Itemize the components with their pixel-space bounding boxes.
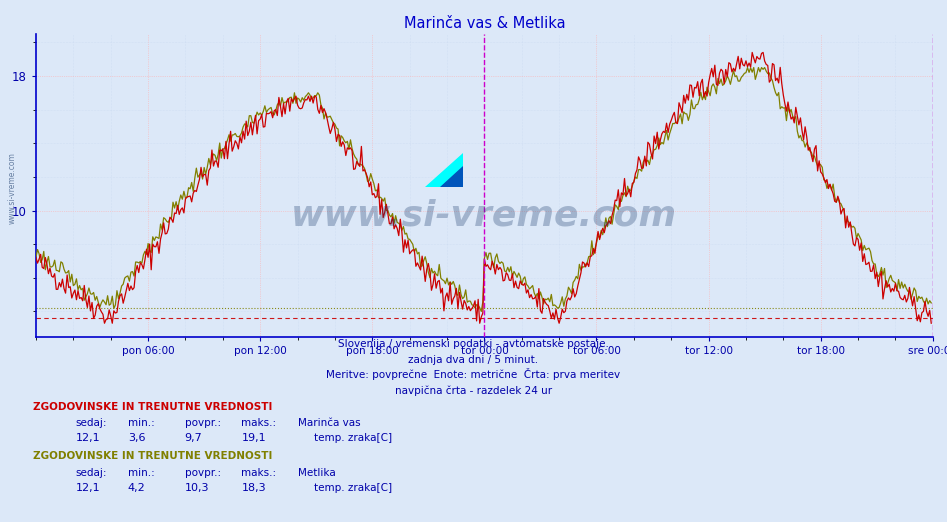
Text: povpr.:: povpr.: <box>185 468 221 478</box>
Text: 3,6: 3,6 <box>128 433 145 443</box>
Text: 4,2: 4,2 <box>128 483 146 493</box>
Text: min.:: min.: <box>128 419 154 429</box>
Text: 10,3: 10,3 <box>185 483 209 493</box>
Text: temp. zraka[C]: temp. zraka[C] <box>314 433 392 443</box>
Text: www.si-vreme.com: www.si-vreme.com <box>292 198 677 233</box>
Text: Slovenija / vremenski podatki - avtomatske postaje.: Slovenija / vremenski podatki - avtomats… <box>338 339 609 349</box>
Text: povpr.:: povpr.: <box>185 419 221 429</box>
Text: zadnja dva dni / 5 minut.: zadnja dva dni / 5 minut. <box>408 355 539 365</box>
Text: 19,1: 19,1 <box>241 433 266 443</box>
Polygon shape <box>425 153 463 187</box>
Text: navpična črta - razdelek 24 ur: navpična črta - razdelek 24 ur <box>395 386 552 396</box>
Text: www.si-vreme.com: www.si-vreme.com <box>8 152 17 224</box>
Text: ZGODOVINSKE IN TRENUTNE VREDNOSTI: ZGODOVINSKE IN TRENUTNE VREDNOSTI <box>33 402 273 412</box>
Text: ZGODOVINSKE IN TRENUTNE VREDNOSTI: ZGODOVINSKE IN TRENUTNE VREDNOSTI <box>33 452 273 461</box>
Text: maks.:: maks.: <box>241 419 277 429</box>
Text: Metlika: Metlika <box>298 468 336 478</box>
Text: min.:: min.: <box>128 468 154 478</box>
Text: temp. zraka[C]: temp. zraka[C] <box>314 483 392 493</box>
Text: maks.:: maks.: <box>241 468 277 478</box>
Text: Meritve: povprečne  Enote: metrične  Črta: prva meritev: Meritve: povprečne Enote: metrične Črta:… <box>327 369 620 381</box>
Title: Marinča vas & Metlika: Marinča vas & Metlika <box>403 16 565 31</box>
Text: 12,1: 12,1 <box>76 483 100 493</box>
Polygon shape <box>440 167 463 187</box>
Text: Marinča vas: Marinča vas <box>298 419 361 429</box>
Text: sedaj:: sedaj: <box>76 419 107 429</box>
Text: 9,7: 9,7 <box>185 433 203 443</box>
Text: sedaj:: sedaj: <box>76 468 107 478</box>
Text: 18,3: 18,3 <box>241 483 266 493</box>
Text: 12,1: 12,1 <box>76 433 100 443</box>
